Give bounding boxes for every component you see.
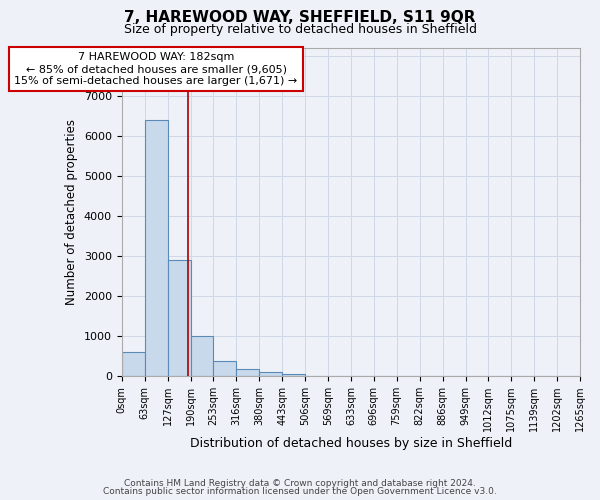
Bar xyxy=(236,370,259,376)
Text: Contains public sector information licensed under the Open Government Licence v3: Contains public sector information licen… xyxy=(103,487,497,496)
Bar xyxy=(168,260,191,376)
Text: 7, HAREWOOD WAY, SHEFFIELD, S11 9QR: 7, HAREWOOD WAY, SHEFFIELD, S11 9QR xyxy=(124,10,476,25)
Bar xyxy=(145,120,168,376)
Bar xyxy=(214,361,236,376)
Bar xyxy=(122,352,145,376)
X-axis label: Distribution of detached houses by size in Sheffield: Distribution of detached houses by size … xyxy=(190,437,512,450)
Bar xyxy=(191,336,214,376)
Y-axis label: Number of detached properties: Number of detached properties xyxy=(65,119,79,305)
Text: Size of property relative to detached houses in Sheffield: Size of property relative to detached ho… xyxy=(124,22,476,36)
Text: 7 HAREWOOD WAY: 182sqm
← 85% of detached houses are smaller (9,605)
15% of semi-: 7 HAREWOOD WAY: 182sqm ← 85% of detached… xyxy=(14,52,298,86)
Bar xyxy=(259,372,282,376)
Bar xyxy=(282,374,305,376)
Text: Contains HM Land Registry data © Crown copyright and database right 2024.: Contains HM Land Registry data © Crown c… xyxy=(124,478,476,488)
